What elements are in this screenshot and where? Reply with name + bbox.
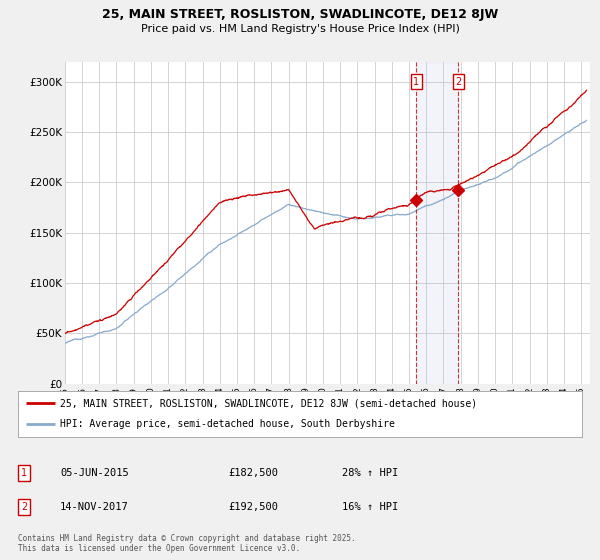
Bar <box>416 62 458 384</box>
Text: 25, MAIN STREET, ROSLISTON, SWADLINCOTE, DE12 8JW (semi-detached house): 25, MAIN STREET, ROSLISTON, SWADLINCOTE,… <box>60 398 478 408</box>
Text: 2: 2 <box>21 502 27 512</box>
Text: 05-JUN-2015: 05-JUN-2015 <box>60 468 129 478</box>
Text: 16% ↑ HPI: 16% ↑ HPI <box>342 502 398 512</box>
Text: 2: 2 <box>455 77 461 87</box>
Text: 1: 1 <box>413 77 419 87</box>
Text: 25, MAIN STREET, ROSLISTON, SWADLINCOTE, DE12 8JW: 25, MAIN STREET, ROSLISTON, SWADLINCOTE,… <box>102 8 498 21</box>
Text: 14-NOV-2017: 14-NOV-2017 <box>60 502 129 512</box>
Text: 1: 1 <box>21 468 27 478</box>
Text: Contains HM Land Registry data © Crown copyright and database right 2025.
This d: Contains HM Land Registry data © Crown c… <box>18 534 356 553</box>
Text: HPI: Average price, semi-detached house, South Derbyshire: HPI: Average price, semi-detached house,… <box>60 419 395 430</box>
Text: £182,500: £182,500 <box>228 468 278 478</box>
Text: Price paid vs. HM Land Registry's House Price Index (HPI): Price paid vs. HM Land Registry's House … <box>140 24 460 34</box>
Text: 28% ↑ HPI: 28% ↑ HPI <box>342 468 398 478</box>
Text: £192,500: £192,500 <box>228 502 278 512</box>
